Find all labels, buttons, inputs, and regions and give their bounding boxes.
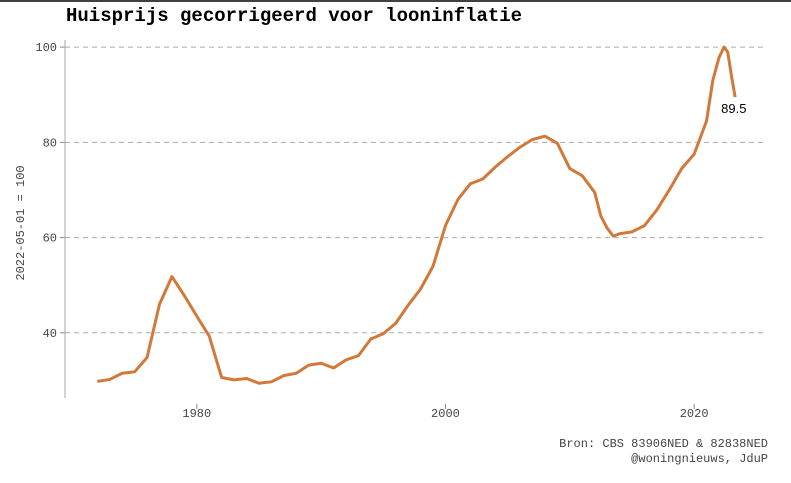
line <box>97 45 737 385</box>
y-tick-label: 80 <box>43 136 57 150</box>
y-tick-label: 40 <box>43 327 57 341</box>
chart-title: Huisprijs gecorrigeerd voor looninflatie <box>66 5 522 27</box>
y-tick-label: 100 <box>35 41 57 55</box>
x-tick-label: 2000 <box>431 407 460 421</box>
end-label: 89.5 <box>721 101 746 116</box>
y-axis-label: 2022-05-01 = 100 <box>14 165 28 280</box>
source: @woningnieuws, JduP <box>631 452 768 466</box>
y-tick-label: 60 <box>43 232 57 246</box>
source: Bron: CBS 83906NED & 82838NED <box>559 437 768 451</box>
x-tick-label: 1980 <box>182 407 211 421</box>
x-tick-label: 2020 <box>680 407 709 421</box>
